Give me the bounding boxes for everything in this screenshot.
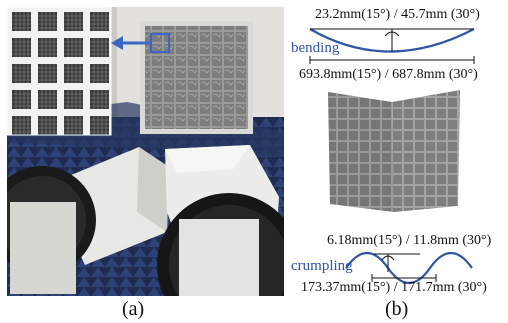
bending-curve — [309, 28, 475, 64]
bent-metasurface-photo — [326, 86, 462, 218]
metasurface-panel — [140, 21, 253, 134]
deformation-panel: 23.2mm(15°) / 45.7mm (30°) bending 693.8… — [288, 0, 508, 323]
crumpling-label: crumpling — [291, 258, 353, 274]
zoom-source-box — [150, 33, 170, 53]
setup-photo — [7, 7, 284, 296]
horn-antenna-right — [157, 145, 284, 296]
zoom-arrow — [111, 36, 150, 50]
bending-depth-label: 23.2mm(15°) / 45.7mm (30°) — [315, 7, 480, 22]
crumpling-amplitude-label: 6.18mm(15°) / 11.8mm (30°) — [327, 233, 492, 248]
horn-antenna-left — [7, 147, 169, 294]
caption-a: (a) — [122, 298, 145, 320]
zoom-inset — [7, 7, 112, 136]
bending-label: bending — [291, 40, 340, 56]
bending-span-label: 693.8mm(15°) / 687.8mm (30°) — [299, 67, 478, 82]
crumpling-wavelength-label: 173.37mm(15°) / 171.7mm (30°) — [301, 280, 487, 295]
crumpling-curve — [345, 251, 473, 285]
caption-b: (b) — [385, 298, 409, 320]
setup-photo-drawing — [7, 7, 284, 296]
